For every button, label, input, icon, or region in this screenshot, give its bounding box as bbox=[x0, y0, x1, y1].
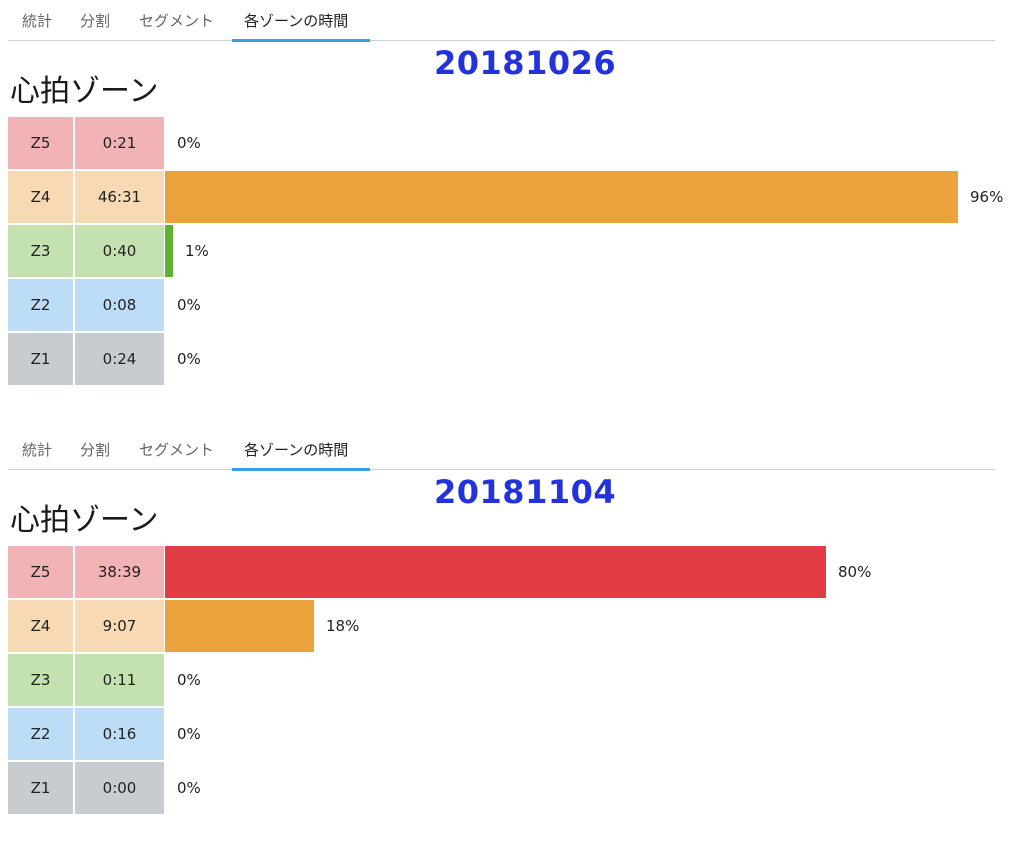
zone-percent: 0% bbox=[177, 296, 201, 314]
zone-percent: 96% bbox=[970, 188, 1004, 206]
zone-label: Z3 bbox=[8, 225, 73, 277]
zone-bar bbox=[165, 600, 314, 652]
heart-zone-panel-1: 統計 分割 セグメント 各ゾーンの時間 20181026 心拍ゾーン Z5 0:2… bbox=[0, 0, 1024, 385]
zone-time: 0:16 bbox=[75, 708, 164, 760]
zone-time: 0:00 bbox=[75, 762, 164, 814]
tab-segments[interactable]: セグメント bbox=[139, 12, 215, 30]
zone-label: Z1 bbox=[8, 762, 73, 814]
zone-time: 46:31 bbox=[75, 171, 164, 223]
zone-row-z4: Z4 46:31 96% bbox=[8, 171, 1008, 223]
zone-percent: 1% bbox=[185, 242, 209, 260]
zone-percent: 0% bbox=[177, 350, 201, 368]
zone-time: 0:11 bbox=[75, 654, 164, 706]
zone-row-z1: Z1 0:00 0% bbox=[8, 762, 1008, 814]
zone-label: Z4 bbox=[8, 600, 73, 652]
zone-percent: 0% bbox=[177, 671, 201, 689]
zone-percent: 0% bbox=[177, 134, 201, 152]
zone-row-z2: Z2 0:08 0% bbox=[8, 279, 1008, 331]
zone-percent: 0% bbox=[177, 779, 201, 797]
zone-table: Z5 38:39 80% Z4 9:07 18% Z3 0:11 0% Z2 0:16 0% Z1 0:0… bbox=[8, 546, 1008, 816]
tab-segments[interactable]: セグメント bbox=[139, 441, 215, 459]
tab-zone-time[interactable]: 各ゾーンの時間 bbox=[244, 12, 349, 30]
zone-row-z3: Z3 0:40 1% bbox=[8, 225, 1008, 277]
zone-time: 0:08 bbox=[75, 279, 164, 331]
tab-splits[interactable]: 分割 bbox=[80, 441, 111, 459]
zone-row-z4: Z4 9:07 18% bbox=[8, 600, 1008, 652]
zone-label: Z4 bbox=[8, 171, 73, 223]
zone-label: Z5 bbox=[8, 117, 73, 169]
zone-row-z5: Z5 0:21 0% bbox=[8, 117, 1008, 169]
zone-percent: 18% bbox=[326, 617, 360, 635]
zone-bar bbox=[165, 225, 173, 277]
zone-percent: 0% bbox=[177, 725, 201, 743]
zone-label: Z2 bbox=[8, 708, 73, 760]
zone-row-z3: Z3 0:11 0% bbox=[8, 654, 1008, 706]
zone-time: 0:40 bbox=[75, 225, 164, 277]
active-tab-indicator bbox=[232, 39, 370, 42]
zone-time: 0:24 bbox=[75, 333, 164, 385]
zone-row-z5: Z5 38:39 80% bbox=[8, 546, 1008, 598]
tab-splits[interactable]: 分割 bbox=[80, 12, 111, 30]
zone-row-z1: Z1 0:24 0% bbox=[8, 333, 1008, 385]
zone-time: 38:39 bbox=[75, 546, 164, 598]
heart-zone-title: 心拍ゾーン bbox=[10, 503, 159, 538]
zone-table: Z5 0:21 0% Z4 46:31 96% Z3 0:40 1% Z2 0:08 0% Z1 0:24… bbox=[8, 117, 1008, 387]
tab-bar: 統計 分割 セグメント 各ゾーンの時間 bbox=[8, 0, 995, 42]
zone-time: 0:21 bbox=[75, 117, 164, 169]
heart-zone-title: 心拍ゾーン bbox=[10, 74, 159, 109]
zone-time: 9:07 bbox=[75, 600, 164, 652]
heart-zone-panel-2: 統計 分割 セグメント 各ゾーンの時間 20181104 心拍ゾーン Z5 38:… bbox=[0, 429, 1024, 814]
date-annotation: 20181026 bbox=[434, 44, 617, 82]
tab-stats[interactable]: 統計 bbox=[22, 441, 53, 459]
date-annotation: 20181104 bbox=[434, 473, 617, 511]
zone-bar bbox=[165, 171, 958, 223]
zone-label: Z5 bbox=[8, 546, 73, 598]
tab-zone-time[interactable]: 各ゾーンの時間 bbox=[244, 441, 349, 459]
tab-bar: 統計 分割 セグメント 各ゾーンの時間 bbox=[8, 429, 995, 471]
zone-label: Z1 bbox=[8, 333, 73, 385]
zone-label: Z2 bbox=[8, 279, 73, 331]
zone-percent: 80% bbox=[838, 563, 872, 581]
zone-label: Z3 bbox=[8, 654, 73, 706]
tab-stats[interactable]: 統計 bbox=[22, 12, 53, 30]
zone-bar bbox=[165, 546, 826, 598]
active-tab-indicator bbox=[232, 468, 370, 471]
zone-row-z2: Z2 0:16 0% bbox=[8, 708, 1008, 760]
